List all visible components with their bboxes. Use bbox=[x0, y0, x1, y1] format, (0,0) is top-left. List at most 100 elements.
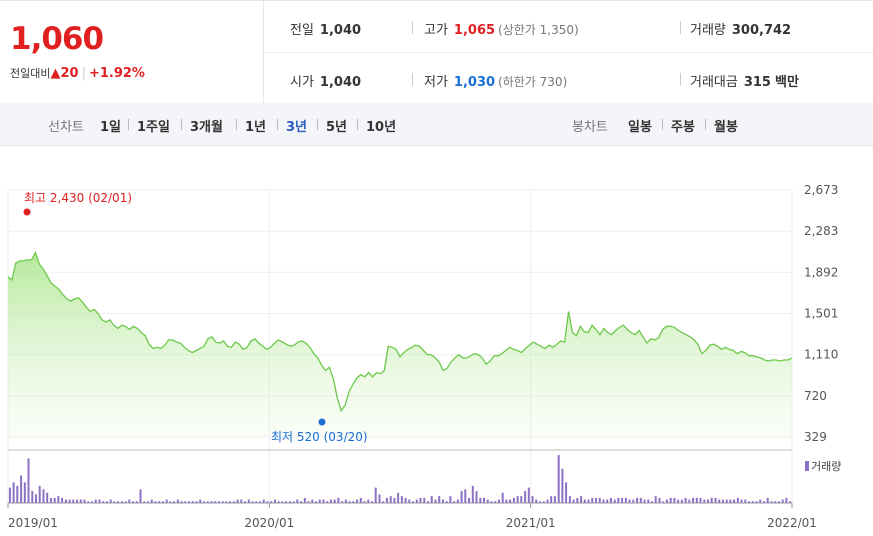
tab-5y[interactable]: 5년 bbox=[326, 120, 348, 135]
volume-bar bbox=[397, 492, 400, 503]
volume-bar bbox=[389, 496, 392, 503]
volume-bar bbox=[210, 501, 213, 503]
volume-bar bbox=[109, 499, 112, 503]
volume-bar bbox=[613, 499, 616, 503]
volume-bar bbox=[139, 489, 142, 503]
tab-monthly[interactable]: 월봉 bbox=[714, 120, 738, 135]
volume-bar bbox=[318, 499, 321, 503]
volume-bar bbox=[214, 501, 217, 503]
volume-bar bbox=[587, 499, 590, 503]
volume-bar bbox=[128, 499, 131, 503]
volume-bar bbox=[505, 499, 508, 503]
volume-bar bbox=[636, 497, 639, 503]
quote-summary: 1,060 전일대비▲20 | +1.92% 전일 1,040 고가 1,065 (상한가… bbox=[0, 0, 873, 105]
volume-bar bbox=[688, 499, 691, 503]
volume-bar bbox=[423, 497, 426, 503]
volume-bar bbox=[497, 499, 500, 503]
volume-bar bbox=[303, 497, 306, 503]
tab-10y[interactable]: 10년 bbox=[366, 120, 397, 135]
volume-bar bbox=[755, 501, 758, 503]
open-value: 1,040 bbox=[319, 75, 362, 90]
volume-bar bbox=[46, 492, 49, 503]
prev-value: 1,040 bbox=[319, 23, 362, 38]
volume-bar bbox=[374, 487, 377, 503]
volume-bar bbox=[546, 499, 549, 503]
volume-bar bbox=[628, 499, 631, 503]
high-value: 1,065 bbox=[453, 23, 496, 38]
tab-3y[interactable]: 3년 bbox=[286, 120, 308, 135]
volume-bar bbox=[512, 497, 515, 503]
volume-bar bbox=[707, 499, 709, 503]
volume-bar bbox=[606, 499, 609, 503]
prev-close: 전일 1,040 bbox=[290, 19, 361, 38]
volume-bar bbox=[333, 499, 336, 503]
tab-1y[interactable]: 1년 bbox=[245, 120, 267, 135]
volume-bar bbox=[736, 497, 739, 503]
prev-label: 전일 bbox=[290, 23, 314, 38]
volume-bar bbox=[456, 499, 459, 503]
volume-bar bbox=[322, 499, 325, 503]
tab-weekly[interactable]: 주봉 bbox=[671, 120, 695, 135]
tab-daily[interactable]: 일봉 bbox=[628, 120, 652, 135]
volume-bar bbox=[232, 501, 235, 503]
volume-bar bbox=[273, 499, 276, 503]
volume-bar bbox=[568, 496, 571, 503]
volume-bar bbox=[311, 499, 314, 503]
volume-bar bbox=[158, 501, 161, 503]
volume-bar bbox=[535, 499, 538, 503]
volume-bar bbox=[692, 497, 695, 503]
volume-bar bbox=[684, 497, 687, 503]
volume-bar bbox=[296, 499, 299, 503]
volume-bar bbox=[759, 499, 762, 503]
volume-bar bbox=[38, 485, 41, 503]
volume-bar bbox=[117, 501, 120, 503]
volume-bar bbox=[102, 501, 105, 503]
volume-bar bbox=[449, 496, 452, 503]
volume-bar bbox=[221, 501, 224, 503]
volume-label: 거래량 bbox=[690, 23, 726, 38]
amount-value: 315 bbox=[743, 75, 771, 90]
volume-bar bbox=[415, 499, 418, 503]
tab-3m[interactable]: 3개월 bbox=[190, 120, 223, 135]
tab-1w[interactable]: 1주일 bbox=[137, 120, 170, 135]
tab-1d[interactable]: 1일 bbox=[100, 120, 122, 135]
volume-bar bbox=[31, 491, 34, 503]
y-tick-label: 2,283 bbox=[804, 224, 838, 238]
volume-bar bbox=[244, 501, 247, 503]
price-chart: 2,673 2,283 1,892 1,501 1,110 720 329 거래량 2019… bbox=[7, 183, 841, 530]
volume-bar bbox=[262, 499, 265, 503]
upper-limit: (상한가 1,350) bbox=[498, 23, 579, 37]
x-tick-label: 2021/01 bbox=[506, 516, 556, 530]
volume-bar bbox=[49, 497, 52, 503]
volume-bar bbox=[23, 482, 26, 503]
volume-bar bbox=[292, 501, 295, 503]
volume-bar bbox=[699, 497, 702, 503]
volume-bar bbox=[16, 485, 19, 503]
volume-bar bbox=[408, 499, 411, 503]
volume-bar bbox=[404, 497, 407, 503]
volume-bar bbox=[531, 496, 534, 503]
volume-bar bbox=[203, 501, 205, 503]
volume-bar bbox=[57, 496, 60, 503]
volume-bar bbox=[124, 501, 127, 503]
volume-bar bbox=[113, 501, 116, 503]
volume-bar bbox=[132, 501, 135, 503]
volume-bar bbox=[550, 496, 553, 503]
volume-bar bbox=[744, 499, 747, 503]
volume-bar bbox=[87, 501, 90, 503]
chart-tabs: 선차트 1일 1주일 3개월 1년 3년 5년 10년 봉차트 일봉 주봉 월봉 bbox=[0, 103, 873, 146]
volume-bar bbox=[307, 501, 310, 503]
volume-bar bbox=[680, 499, 683, 503]
low-marker bbox=[318, 418, 326, 426]
volume-bar bbox=[598, 497, 601, 503]
price-line bbox=[7, 250, 793, 413]
day-high: 고가 1,065 (상한가 1,350) bbox=[424, 19, 579, 38]
volume-bar bbox=[341, 501, 344, 503]
volume-bar bbox=[501, 492, 504, 503]
high-marker bbox=[23, 208, 31, 216]
low-label: 저가 bbox=[424, 75, 448, 90]
x-tick-label: 2019/01 bbox=[8, 516, 58, 530]
volume-bar bbox=[255, 501, 258, 503]
volume-bar bbox=[371, 501, 373, 503]
change-label: 전일대비 bbox=[10, 67, 51, 80]
